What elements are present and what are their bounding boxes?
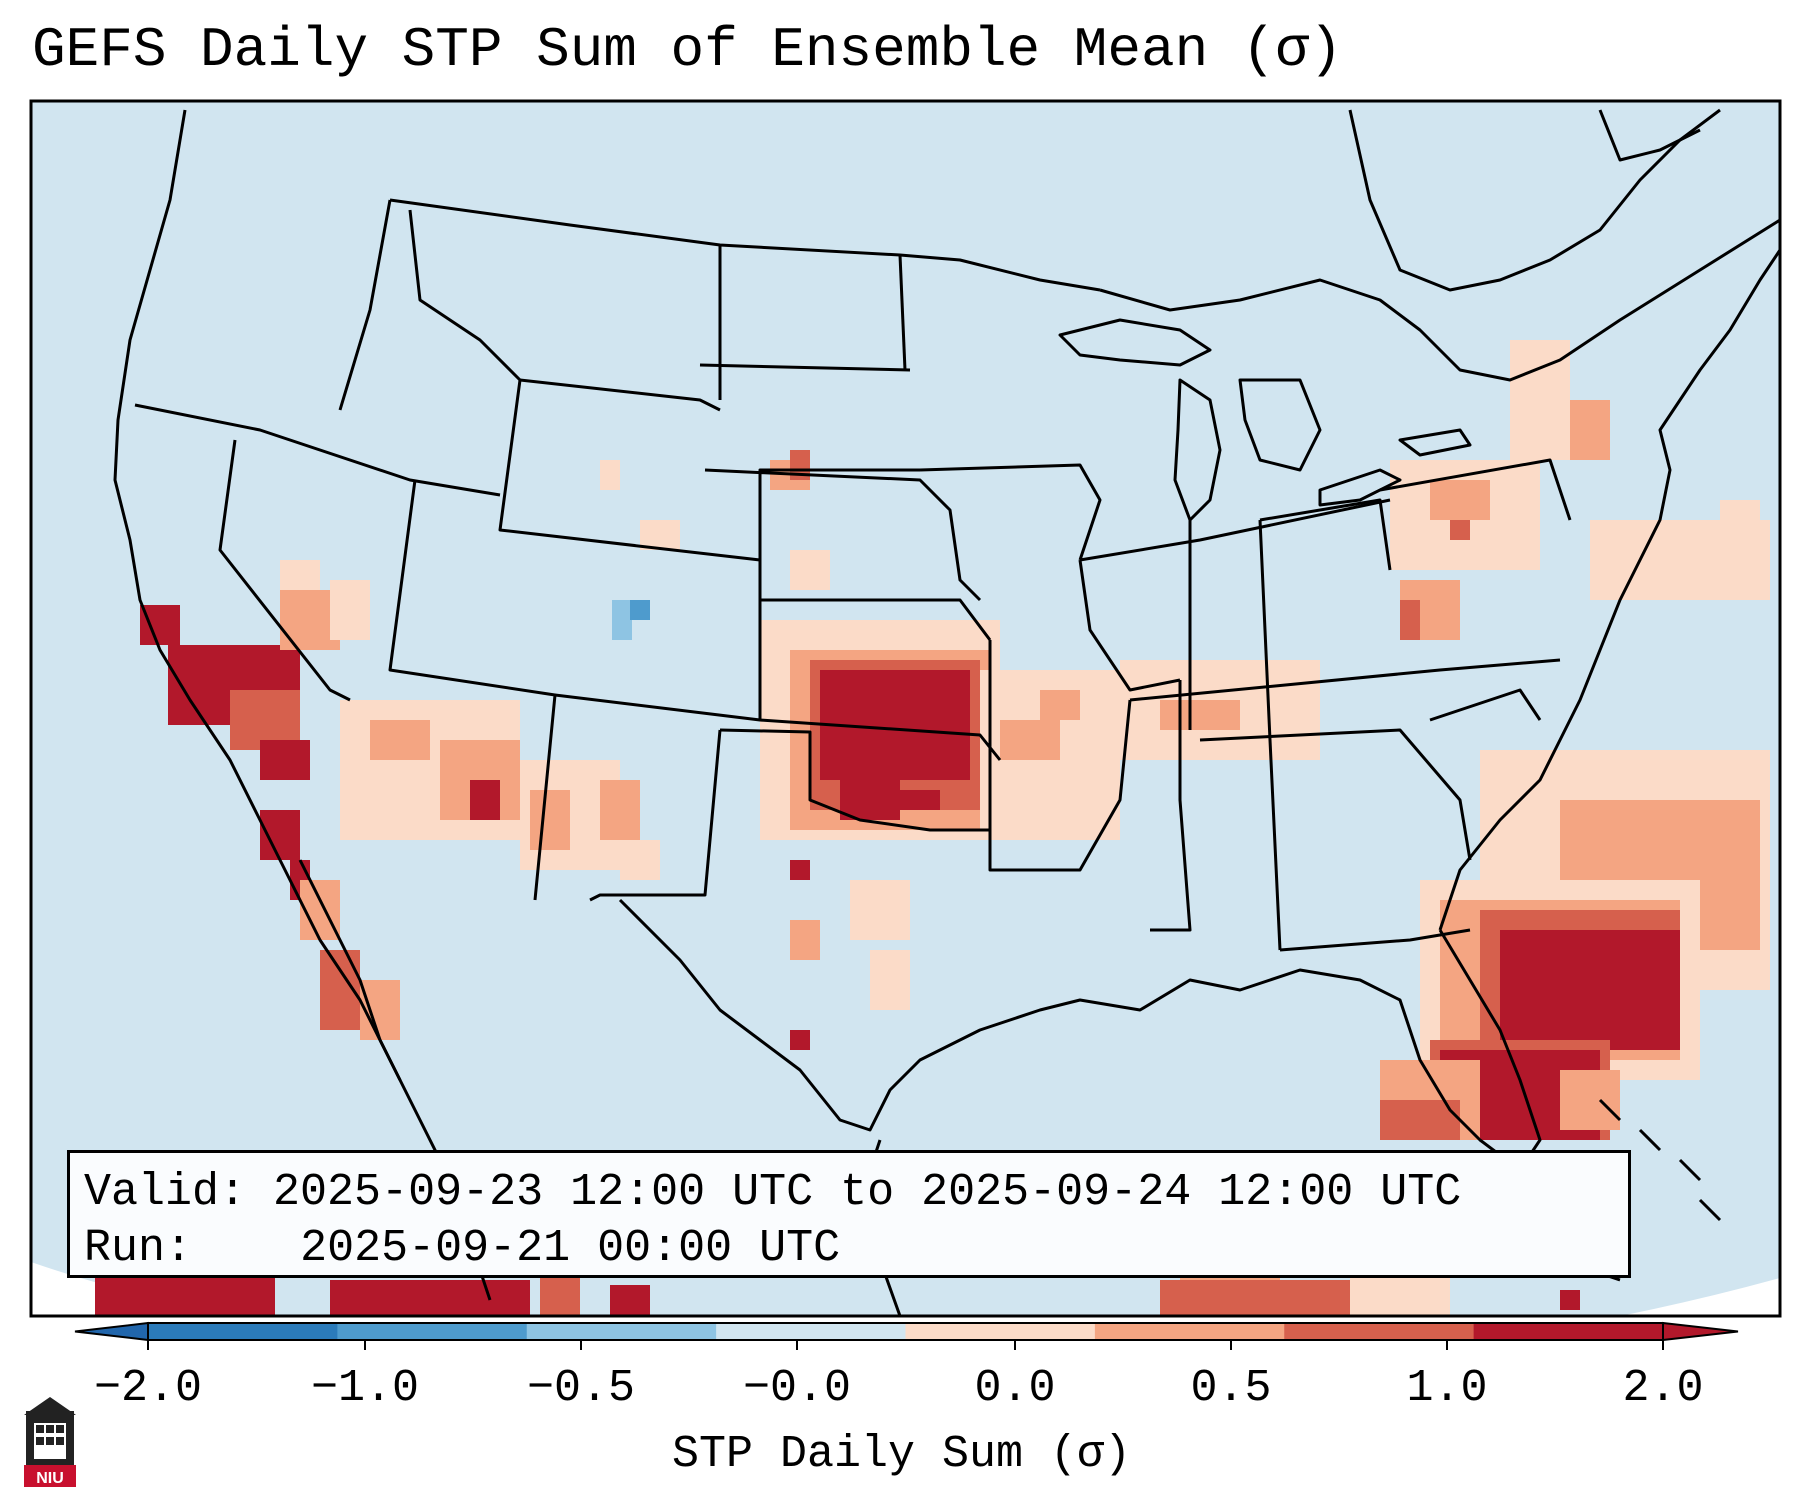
colorbar-tick-label: 1.0 bbox=[1406, 1363, 1488, 1414]
validity-info-box: Valid: 2025-09-23 12:00 UTC to 2025-09-2… bbox=[67, 1150, 1631, 1278]
colorbar-extend-high bbox=[1662, 1321, 1739, 1342]
valid-label: Valid: bbox=[84, 1167, 247, 1218]
projection-edge-left bbox=[31, 1262, 260, 1316]
colorbar-outline bbox=[147, 1322, 1664, 1341]
map-title: GEFS Daily STP Sum of Ensemble Mean (σ) bbox=[32, 18, 1343, 82]
stp-field bbox=[95, 340, 1770, 1316]
map-frame bbox=[29, 99, 1782, 1318]
colorbar-tick-label: 0.5 bbox=[1190, 1363, 1272, 1414]
projection-edge-right bbox=[1620, 1278, 1780, 1316]
colorbar-segment bbox=[1284, 1323, 1475, 1340]
colorbar-segment bbox=[337, 1323, 528, 1340]
valid-line: Valid: 2025-09-23 12:00 UTC to 2025-09-2… bbox=[84, 1165, 1614, 1221]
colorbar-segment bbox=[1473, 1323, 1664, 1340]
colorbar-segment bbox=[526, 1323, 717, 1340]
colorbar-tick-label: −0.0 bbox=[742, 1363, 852, 1414]
colorbar-tick-label: 2.0 bbox=[1622, 1363, 1704, 1414]
colorbar-tick-label: −1.0 bbox=[310, 1363, 420, 1414]
colorbar-tick-label: −0.5 bbox=[526, 1363, 636, 1414]
run-value: 2025-09-21 00:00 UTC bbox=[300, 1223, 841, 1274]
colorbar-tick-label: 0.0 bbox=[974, 1363, 1056, 1414]
run-label: Run: bbox=[84, 1223, 193, 1274]
colorbar-tick-label: −2.0 bbox=[93, 1363, 203, 1414]
colorbar-segment bbox=[148, 1323, 338, 1340]
colorbar-label: STP Daily Sum (σ) bbox=[671, 1429, 1132, 1480]
valid-value: 2025-09-23 12:00 UTC to 2025-09-24 12:00… bbox=[273, 1167, 1462, 1218]
niu-logo-icon: NIU bbox=[24, 1397, 76, 1487]
colorbar-segment bbox=[1094, 1323, 1285, 1340]
colorbar-extend-low bbox=[74, 1321, 149, 1342]
run-line: Run: 2025-09-21 00:00 UTC bbox=[84, 1221, 1614, 1277]
niu-logo-text: NIU bbox=[36, 1470, 64, 1487]
colorbar bbox=[74, 1321, 1739, 1350]
state-borders bbox=[113, 108, 1780, 1316]
colorbar-segment bbox=[905, 1323, 1096, 1340]
colorbar-segment bbox=[716, 1323, 906, 1340]
